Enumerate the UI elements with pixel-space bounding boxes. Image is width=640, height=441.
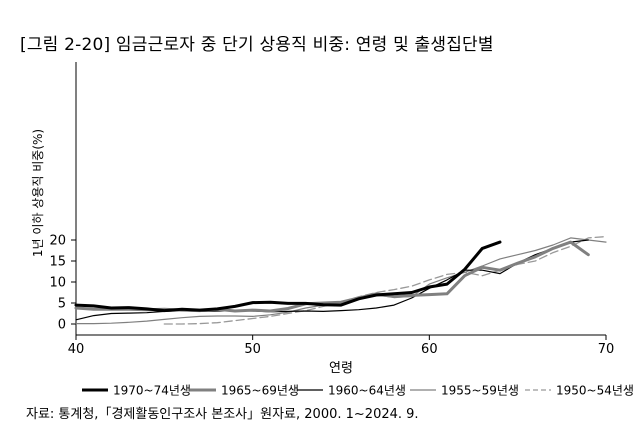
- legend-label: 1970~74년생: [113, 384, 191, 398]
- legend-label: 1950~54년생: [556, 384, 634, 398]
- x-tick-label: 40: [68, 342, 85, 357]
- source-note: 자료: 통계청,「경제활동인구조사 본조사」원자료, 2000. 1~2024.…: [26, 407, 419, 422]
- legend-label: 1960~64년생: [328, 384, 406, 398]
- series-line-2: [74, 240, 590, 313]
- x-tick-label: 70: [598, 342, 615, 357]
- x-tick-label: 50: [244, 342, 261, 357]
- series-line-1: [74, 240, 502, 313]
- figure-title: [그림 2-20] 임금근로자 중 단기 상용직 비중: 연령 및 출생집단별: [20, 35, 494, 55]
- legend-label: 1965~69년생: [221, 384, 299, 398]
- series-layer: [74, 235, 607, 325]
- chart-axes: 연령 1년 이하 상용직 비중(%): [31, 62, 606, 376]
- y-axis-label: 1년 이하 상용직 비중(%): [31, 129, 45, 257]
- y-tick-label: 5: [58, 297, 66, 312]
- y-tick-label: 20: [49, 234, 66, 249]
- y-tick-label: 15: [49, 255, 66, 270]
- series-line-3: [75, 239, 589, 321]
- y-tick-label: 10: [49, 276, 66, 291]
- x-axis-label: 연령: [329, 361, 353, 376]
- legend: 1970~74년생 1965~69년생 1960~64년생 1955~59년생 1950…: [82, 384, 634, 398]
- x-tick-label: 60: [421, 342, 438, 357]
- y-tick-label: 0: [58, 318, 66, 333]
- ticks-layer: 0 5 10 15 20 40 50 60 70: [49, 234, 614, 358]
- legend-label: 1955~59년생: [441, 384, 519, 398]
- series-line-5: [163, 235, 607, 325]
